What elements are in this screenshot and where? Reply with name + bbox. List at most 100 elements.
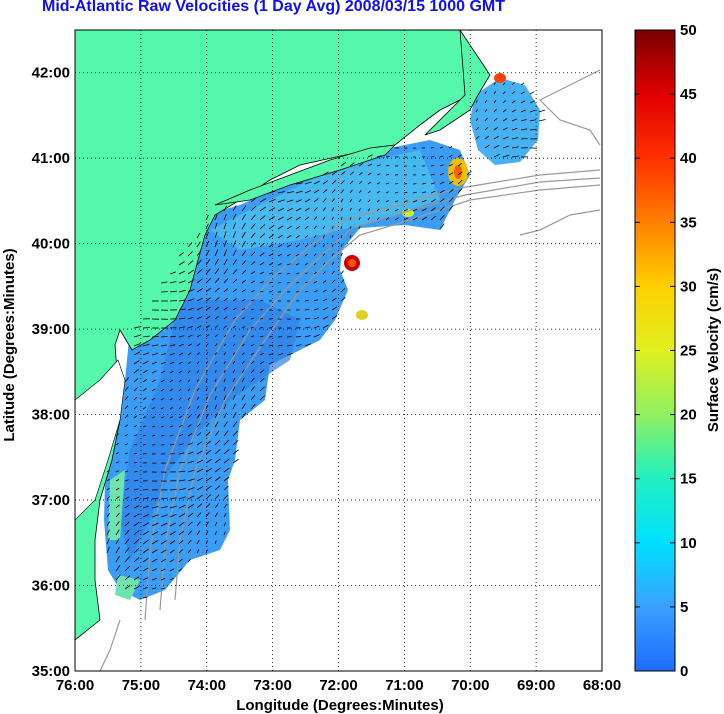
velocity-vector [340,161,346,167]
velocity-vector [259,290,264,293]
velocity-vector [151,434,156,437]
velocity-vector [268,272,273,275]
velocity-vector [484,135,490,140]
velocity-vector [187,298,195,302]
velocity-vector [259,271,265,275]
velocity-vector [196,316,203,320]
velocity-vector [430,199,436,203]
velocity-vector [250,403,256,410]
velocity-vector [196,288,203,293]
velocity-vector [214,378,217,383]
velocity-vector [196,486,204,491]
velocity-vector [223,268,229,275]
velocity-vector [187,251,193,257]
velocity-vector [502,109,507,113]
velocity-vector [241,222,246,230]
velocity-vector [133,479,139,482]
velocity-vector [268,253,274,257]
velocity-vector [178,379,182,383]
velocity-vector [160,549,167,554]
colorbar-tick-label: 30 [680,278,697,295]
velocity-vector [169,416,173,419]
velocity-vector [196,549,200,554]
velocity-vector [529,109,536,113]
velocity-vector [259,377,265,383]
velocity-vector [142,444,147,446]
velocity-vector [277,253,283,257]
y-tick-label: 40:00 [32,236,70,253]
velocity-vector [196,494,203,500]
velocity-vector [169,513,177,518]
velocity-field-nearshore [108,470,140,600]
velocity-vector [205,387,208,392]
velocity-vector [160,407,164,410]
velocity-vector [160,434,165,437]
velocity-vector [187,539,192,545]
velocity-vector [232,394,236,401]
velocity-vector [187,260,194,266]
velocity-vector [214,521,218,527]
velocity-vector [151,397,156,401]
velocity-vector [358,199,362,203]
velocity-vector [241,386,245,392]
velocity-vector [313,198,319,203]
velocity-vector [214,214,218,221]
velocity-vector [394,191,399,194]
velocity-vector [385,165,390,167]
velocity-vector [106,478,110,482]
velocity-vector [232,213,237,221]
velocity-vector [196,521,201,527]
velocity-vector [295,344,302,347]
velocity-vector [313,281,318,284]
velocity-vector [304,299,309,302]
velocity-vector [178,299,186,302]
colorbar-tick-label: 45 [680,86,697,103]
velocity-vector [133,557,140,563]
velocity-vector [295,335,302,338]
velocity-vector [196,388,199,392]
velocity-vector [259,198,267,203]
velocity-vector [502,100,506,104]
velocity-vector [295,253,300,257]
velocity-vector [439,181,445,185]
y-tick-label: 38:00 [32,407,70,424]
velocity-vector [448,197,454,203]
x-axis-label: Longitude (Degrees:Minutes) [236,697,444,714]
land-cape-cod [424,30,491,136]
velocity-vector [466,170,472,176]
velocity-vector [142,577,149,581]
velocity-vector [214,334,218,338]
velocity-vector [493,109,497,113]
velocity-vector [268,243,274,248]
velocity-vector [340,225,343,230]
velocity-vector [448,154,453,158]
velocity-vector [376,217,380,221]
velocity-vector [241,377,245,383]
velocity-vector [214,485,221,491]
velocity-vector [178,452,185,455]
velocity-vector [520,91,525,95]
velocity-vector [160,540,167,545]
velocity-vector [169,281,177,284]
velocity-vector [475,109,479,113]
velocity-vector [358,217,361,221]
x-tick-label: 73:00 [253,677,291,694]
velocity-vector [349,234,352,239]
velocity-vector [160,506,168,509]
velocity-vector [286,216,293,221]
velocity-vector [430,156,435,158]
y-tick-label: 42:00 [32,65,70,82]
velocity-vector [259,386,265,392]
velocity-vector [196,232,201,239]
velocity-vector [124,415,129,419]
velocity-vector [205,476,213,482]
colorbar-tick-label: 20 [680,407,697,424]
velocity-vector [214,369,217,374]
y-tick-label: 37:00 [32,492,70,509]
velocity-vector [313,253,317,257]
velocity-vector [142,378,148,383]
velocity-vector [304,343,312,347]
velocity-vector [196,459,204,464]
velocity-vector [124,504,130,509]
velocity-vector [142,539,149,545]
